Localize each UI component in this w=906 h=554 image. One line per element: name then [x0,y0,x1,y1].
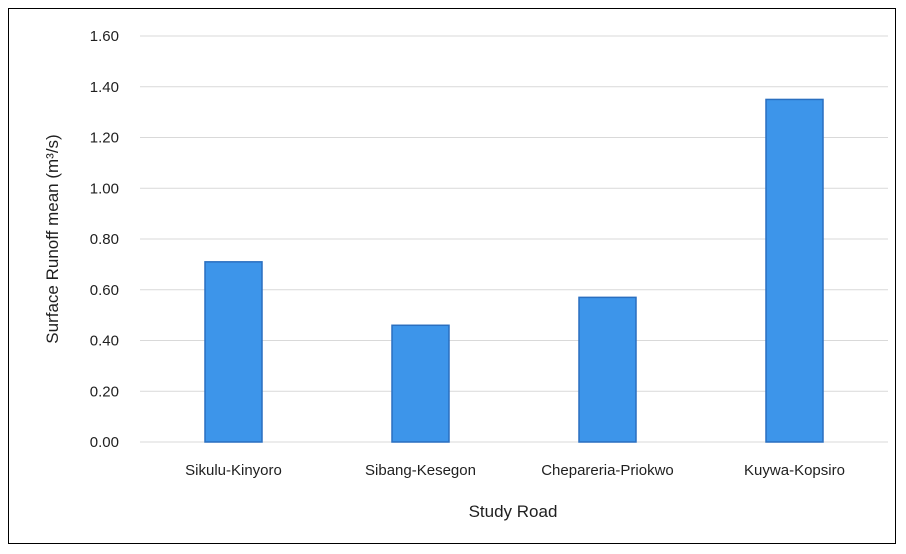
y-tick-label: 0.60 [90,282,119,299]
y-tick-label: 0.40 [90,333,119,350]
x-category-label: Sikulu-Kinyoro [185,462,282,479]
x-category-label: Chepareria-Priokwo [541,462,674,479]
bar-sikulu-kinyoro [204,261,263,443]
y-axis-title: Surface Runoff mean (m³/s) [43,134,62,343]
bar-sibang-kesegon [391,324,450,443]
y-tick-label: 1.40 [90,79,119,96]
x-category-label: Sibang-Kesegon [365,462,476,479]
bar-chepareria-priokwo [578,296,637,443]
y-tick-label: 1.20 [90,130,119,147]
x-category-labels: Sikulu-Kinyoro Sibang-Kesegon Chepareria-P… [185,462,845,479]
chart-frame [8,8,896,544]
y-tick-label: 1.00 [90,180,119,197]
y-tick-labels: 0.00 0.20 0.40 0.60 0.80 1.00 1.20 1.40 1.60 [90,28,119,451]
bar-kuywa-kopsiro [765,98,824,443]
y-tick-label: 1.60 [90,28,119,45]
y-tick-label: 0.20 [90,383,119,400]
x-category-label: Kuywa-Kopsiro [744,462,845,479]
y-tick-label: 0.00 [90,434,119,451]
y-tick-label: 0.80 [90,231,119,248]
bars [204,98,824,443]
gridlines [140,35,888,443]
x-axis-title: Study Road [469,502,558,521]
